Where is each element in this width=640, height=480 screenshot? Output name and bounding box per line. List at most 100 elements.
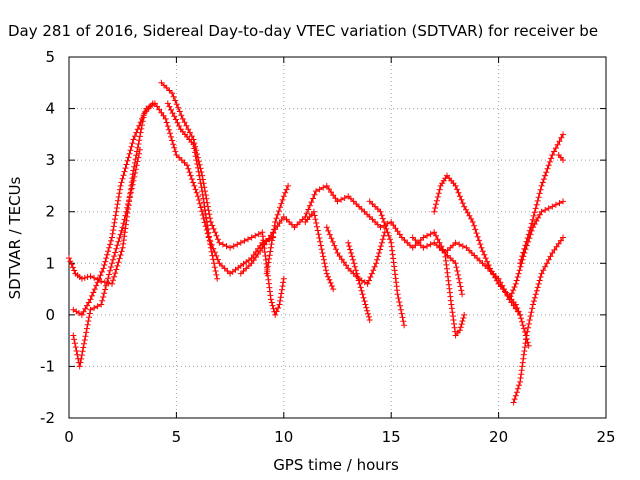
data-point-marker: [456, 279, 463, 286]
data-point-marker: [449, 309, 456, 316]
data-point-marker: [533, 201, 540, 208]
data-point-marker: [322, 263, 329, 270]
data-point-marker: [527, 224, 534, 231]
data-point-marker: [267, 296, 274, 303]
data-point-marker: [549, 250, 556, 256]
data-point-marker: [172, 116, 179, 123]
data-point-marker: [237, 239, 244, 246]
data-point-marker: [259, 244, 266, 251]
data-point-marker: [532, 291, 539, 298]
data-point-marker: [355, 277, 362, 284]
data-point-marker: [318, 246, 325, 253]
data-point-marker: [115, 197, 122, 204]
y-tick-label: 3: [45, 151, 55, 169]
data-point-marker: [194, 164, 201, 171]
data-point-marker: [533, 218, 540, 224]
data-point-marker: [81, 274, 88, 281]
data-point-marker: [198, 208, 205, 215]
data-point-marker: [553, 243, 560, 250]
data-point-marker: [330, 286, 337, 293]
data-point-marker: [319, 250, 326, 256]
data-point-marker: [325, 273, 331, 280]
data-point-marker: [433, 242, 440, 249]
data-point-marker: [109, 280, 115, 287]
data-point-marker: [549, 203, 556, 210]
data-point-marker: [358, 206, 365, 213]
data-point-marker: [84, 321, 91, 328]
data-point-marker: [267, 244, 274, 251]
y-tick-label: 5: [45, 48, 55, 66]
data-point-marker: [85, 318, 92, 324]
data-point-marker: [459, 318, 466, 324]
data-point-marker: [361, 298, 368, 305]
data-point-marker: [351, 260, 357, 267]
data-point-marker: [453, 264, 460, 271]
y-tick-label: 1: [45, 254, 55, 272]
data-point-marker: [512, 280, 519, 287]
data-point-marker: [86, 310, 93, 317]
data-point-marker: [366, 198, 373, 205]
data-point-marker: [272, 219, 279, 225]
data-point-marker: [456, 327, 463, 334]
data-point-marker: [539, 179, 546, 186]
data-point-marker: [436, 186, 443, 193]
data-point-marker: [68, 261, 75, 268]
data-point-marker: [139, 122, 145, 129]
data-point-marker: [560, 131, 566, 138]
data-point-marker: [216, 260, 223, 267]
data-point-marker: [121, 216, 128, 223]
data-point-marker: [378, 212, 385, 219]
data-point-marker: [171, 113, 178, 120]
data-point-marker: [265, 235, 272, 242]
data-point-marker: [102, 286, 109, 293]
data-point-marker: [473, 230, 480, 237]
data-point-marker: [366, 277, 372, 284]
data-point-marker: [118, 227, 125, 234]
data-point-marker: [525, 342, 532, 349]
data-point-marker: [316, 186, 323, 193]
data-point-marker: [105, 275, 112, 282]
data-point-marker: [540, 267, 547, 274]
data-point-marker: [192, 149, 198, 156]
data-point-marker: [459, 200, 466, 207]
data-point-marker: [197, 180, 204, 187]
data-point-marker: [311, 191, 318, 198]
data-point-marker: [164, 100, 171, 107]
data-point-marker: [107, 267, 113, 274]
data-point-marker: [311, 212, 318, 219]
data-point-marker: [447, 255, 454, 262]
data-point-marker: [321, 260, 328, 267]
data-point-marker: [532, 205, 539, 212]
data-point-marker: [203, 214, 210, 221]
data-point-marker: [535, 214, 542, 221]
data-point-marker: [102, 258, 109, 265]
data-point-marker: [493, 277, 500, 284]
data-point-marker: [377, 243, 384, 250]
data-point-marker: [210, 256, 217, 263]
data-point-marker: [387, 236, 393, 243]
data-point-marker: [271, 226, 277, 233]
data-point-marker: [120, 172, 127, 179]
data-point-marker: [366, 317, 373, 323]
data-point-marker: [521, 245, 528, 252]
data-point-marker: [261, 241, 268, 248]
data-point-marker: [537, 186, 544, 193]
data-point-marker: [329, 238, 336, 245]
data-point-marker: [459, 291, 466, 298]
data-point-marker: [121, 168, 128, 175]
data-point-marker: [560, 198, 566, 205]
data-point-marker: [185, 126, 192, 133]
data-point-marker: [371, 263, 378, 270]
data-point-marker: [190, 141, 197, 148]
data-point-marker: [81, 337, 88, 343]
data-point-marker: [66, 255, 72, 262]
data-point-marker: [512, 392, 519, 399]
data-point-marker: [519, 322, 526, 329]
data-point-marker: [83, 329, 90, 336]
data-point-marker: [431, 229, 438, 236]
data-point-marker: [197, 176, 203, 183]
data-point-marker: [531, 294, 538, 301]
data-point-marker: [409, 244, 416, 251]
data-point-marker: [459, 243, 466, 250]
data-point-marker: [399, 314, 406, 321]
